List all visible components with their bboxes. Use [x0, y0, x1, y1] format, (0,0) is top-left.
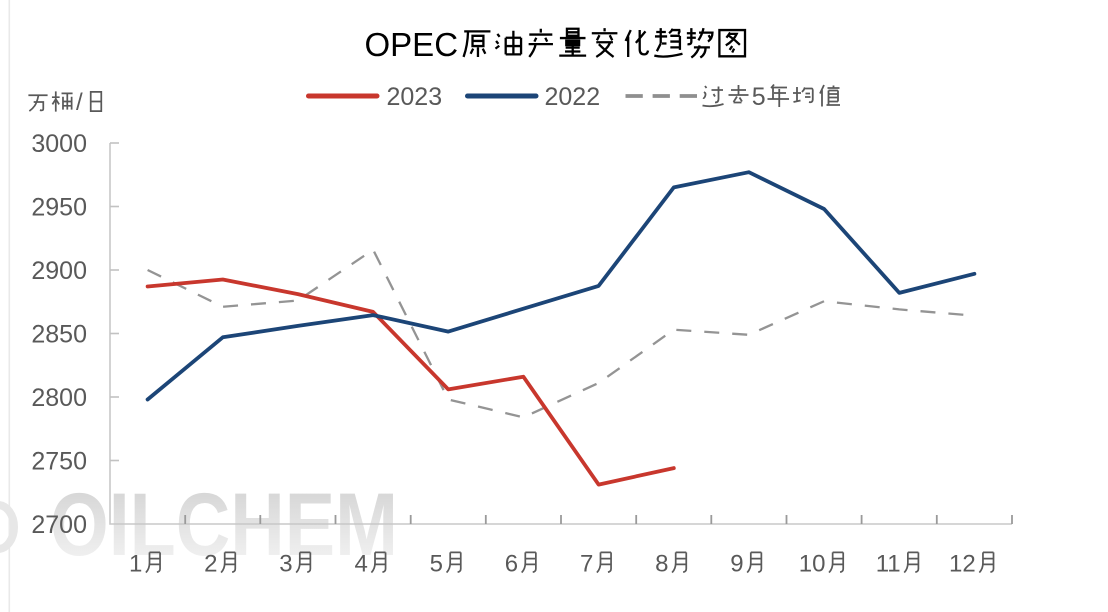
svg-text:1: 1 — [129, 550, 142, 577]
svg-text:2850: 2850 — [31, 321, 87, 349]
svg-text:4: 4 — [354, 550, 367, 577]
svg-text:/: / — [76, 89, 83, 116]
svg-text:3: 3 — [279, 550, 292, 577]
svg-text:8: 8 — [655, 550, 668, 577]
svg-text:2950: 2950 — [31, 194, 87, 222]
svg-text:10: 10 — [799, 550, 826, 577]
svg-text:OPEC: OPEC — [365, 26, 459, 63]
svg-text:2900: 2900 — [31, 257, 87, 285]
svg-text:5: 5 — [752, 83, 766, 111]
svg-text:2750: 2750 — [31, 448, 87, 476]
svg-text:2022: 2022 — [545, 83, 601, 111]
svg-text:2023: 2023 — [387, 83, 443, 111]
svg-text:6: 6 — [505, 550, 518, 577]
svg-text:5: 5 — [430, 550, 443, 577]
svg-text:11: 11 — [876, 550, 901, 577]
svg-text:12: 12 — [949, 550, 976, 577]
svg-text:2: 2 — [204, 550, 217, 577]
svg-text:2800: 2800 — [31, 384, 87, 412]
svg-text:7: 7 — [580, 550, 593, 577]
svg-text:3000: 3000 — [31, 130, 87, 158]
svg-text:9: 9 — [730, 550, 743, 577]
svg-text:2700: 2700 — [31, 511, 87, 539]
